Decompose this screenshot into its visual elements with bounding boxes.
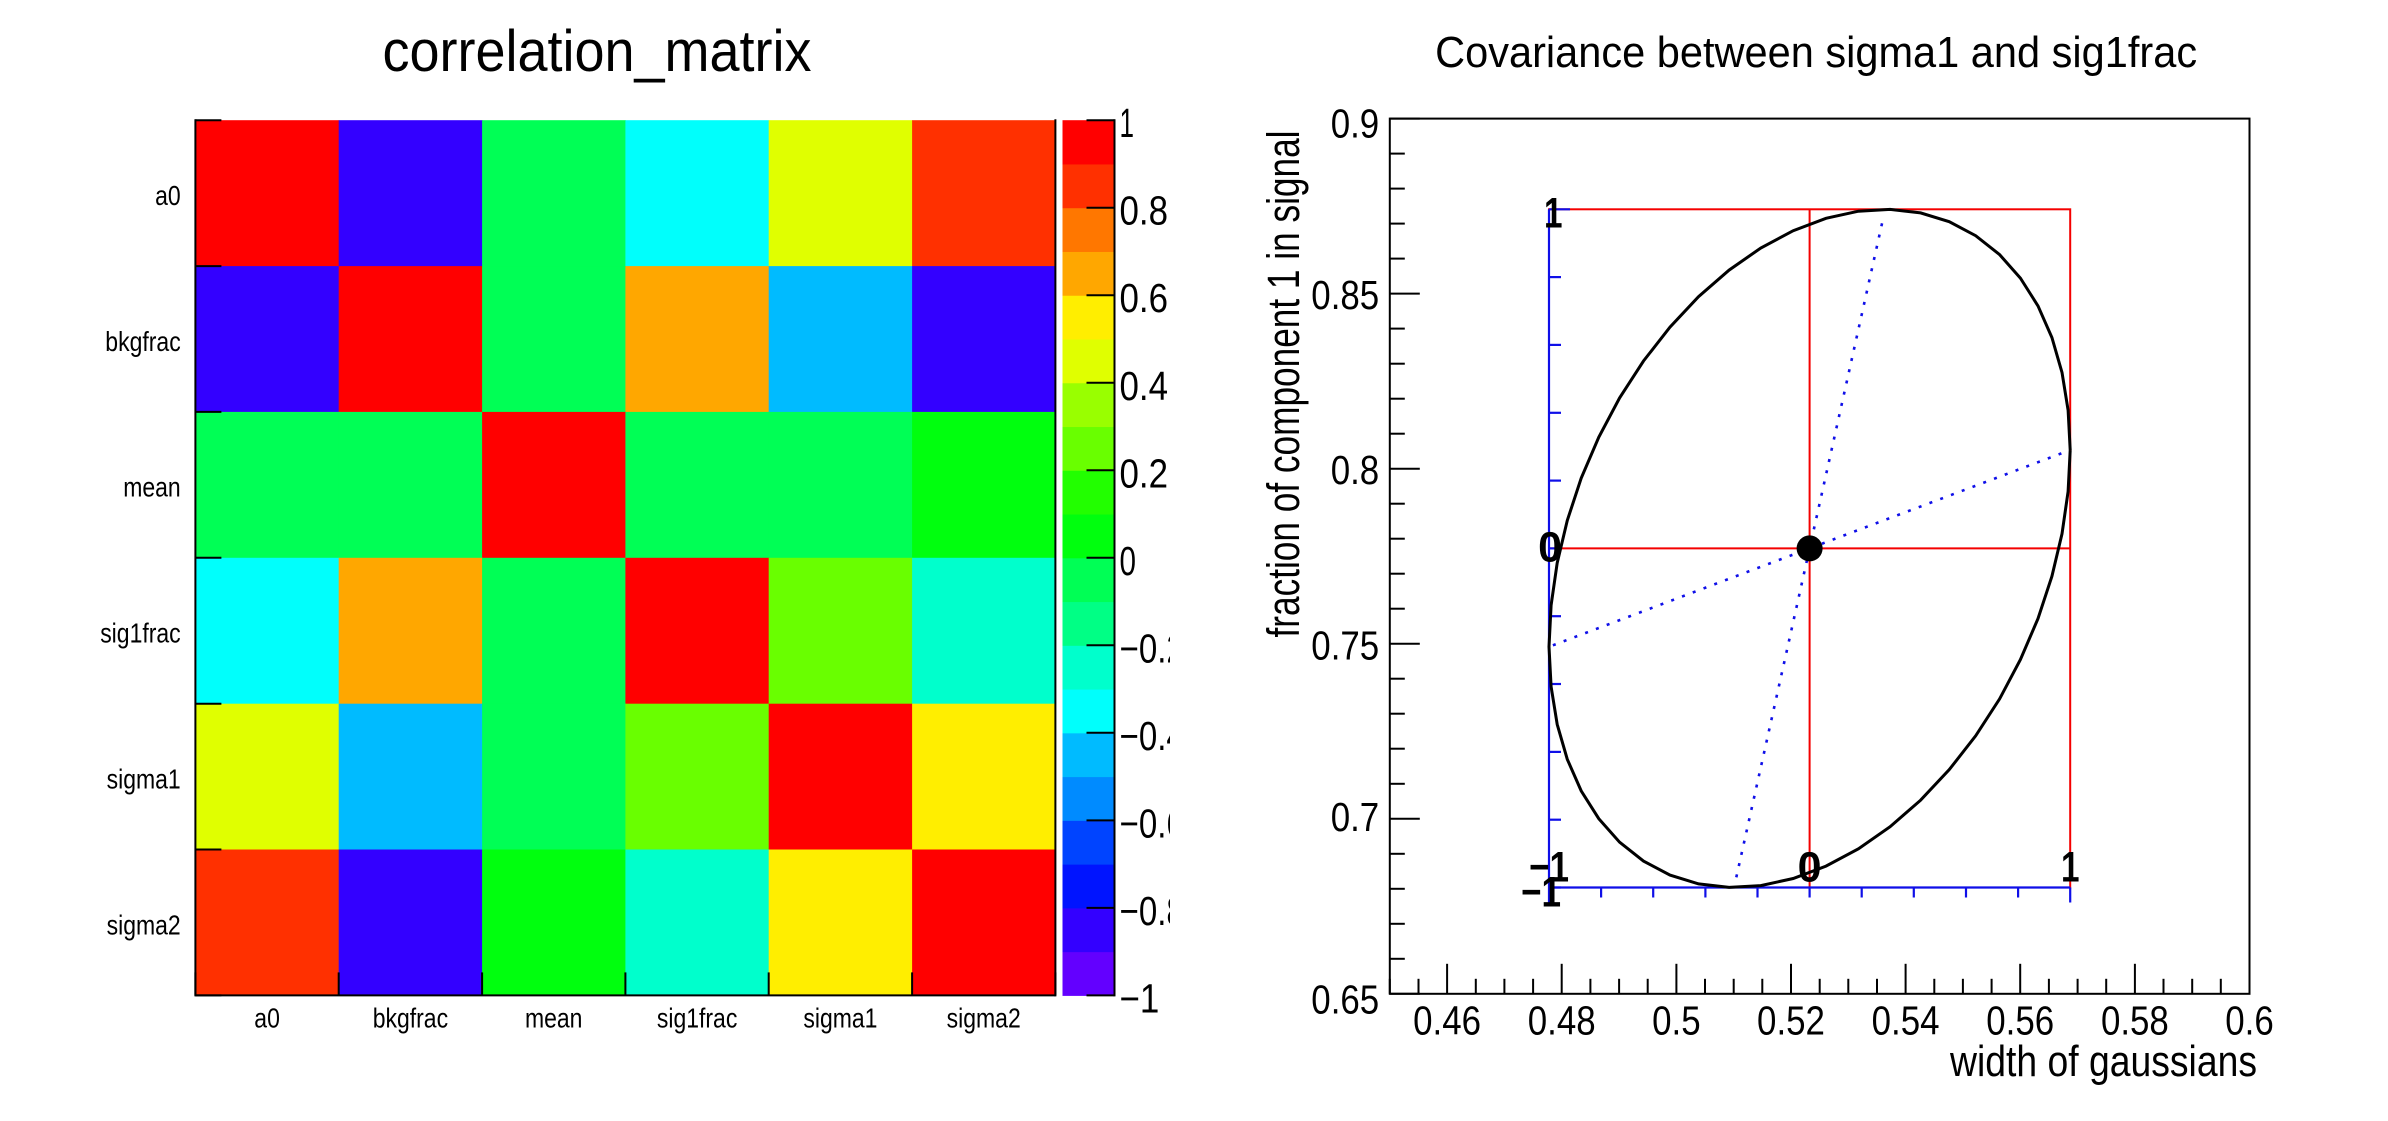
svg-text:−0.6: −0.6 [1120, 800, 1185, 846]
svg-text:a0: a0 [254, 1003, 280, 1034]
svg-text:−1: −1 [1521, 869, 1561, 917]
svg-text:0.9: 0.9 [1331, 100, 1380, 146]
svg-text:bkgfrac: bkgfrac [105, 326, 180, 357]
svg-text:mean: mean [123, 472, 181, 503]
svg-text:fraction of component 1 in sig: fraction of component 1 in signal [1258, 131, 1309, 638]
svg-text:sigma1: sigma1 [107, 763, 181, 794]
svg-text:0.6: 0.6 [1120, 275, 1169, 321]
svg-text:0.56: 0.56 [1986, 998, 2054, 1044]
svg-text:0.5: 0.5 [1652, 998, 1701, 1044]
svg-text:1: 1 [1120, 100, 1135, 146]
svg-text:0.65: 0.65 [1311, 977, 1379, 1023]
svg-text:a0: a0 [155, 180, 181, 211]
svg-text:0.75: 0.75 [1311, 622, 1379, 668]
svg-text:0.85: 0.85 [1311, 272, 1379, 318]
svg-text:−1: −1 [1529, 844, 1569, 892]
svg-text:0: 0 [1538, 524, 1562, 572]
svg-text:bkgfrac: bkgfrac [373, 1003, 448, 1034]
svg-text:−0.8: −0.8 [1120, 888, 1185, 934]
svg-text:−1: −1 [1120, 975, 1160, 1021]
svg-text:sig1frac: sig1frac [100, 618, 181, 649]
svg-text:correlation_matrix: correlation_matrix [383, 19, 812, 84]
svg-text:width of gaussians: width of gaussians [1949, 1038, 2257, 1086]
svg-text:0.8: 0.8 [1331, 447, 1380, 493]
svg-text:0.7: 0.7 [1331, 794, 1380, 840]
svg-text:0.54: 0.54 [1872, 998, 1940, 1044]
svg-text:1: 1 [1544, 190, 1563, 238]
svg-text:0.2: 0.2 [1120, 450, 1169, 496]
svg-text:sigma2: sigma2 [947, 1003, 1021, 1034]
svg-text:sigma2: sigma2 [107, 909, 181, 940]
svg-text:−0.2: −0.2 [1120, 625, 1185, 671]
svg-text:0.8: 0.8 [1120, 188, 1169, 234]
svg-text:0: 0 [1120, 538, 1137, 584]
svg-text:1: 1 [2061, 844, 2080, 892]
svg-text:sig1frac: sig1frac [657, 1003, 738, 1034]
svg-text:0: 0 [1798, 844, 1822, 892]
svg-text:0.4: 0.4 [1120, 363, 1169, 409]
svg-text:Covariance between sigma1 and: Covariance between sigma1 and sig1frac [1435, 28, 2197, 77]
svg-text:−0.4: −0.4 [1120, 713, 1185, 759]
svg-text:0.46: 0.46 [1413, 998, 1481, 1044]
svg-text:0.52: 0.52 [1757, 998, 1825, 1044]
svg-text:0.58: 0.58 [2101, 998, 2169, 1044]
svg-text:mean: mean [525, 1003, 583, 1034]
svg-text:sigma1: sigma1 [803, 1003, 877, 1034]
svg-text:0.6: 0.6 [2225, 998, 2274, 1044]
svg-text:0.48: 0.48 [1528, 998, 1596, 1044]
